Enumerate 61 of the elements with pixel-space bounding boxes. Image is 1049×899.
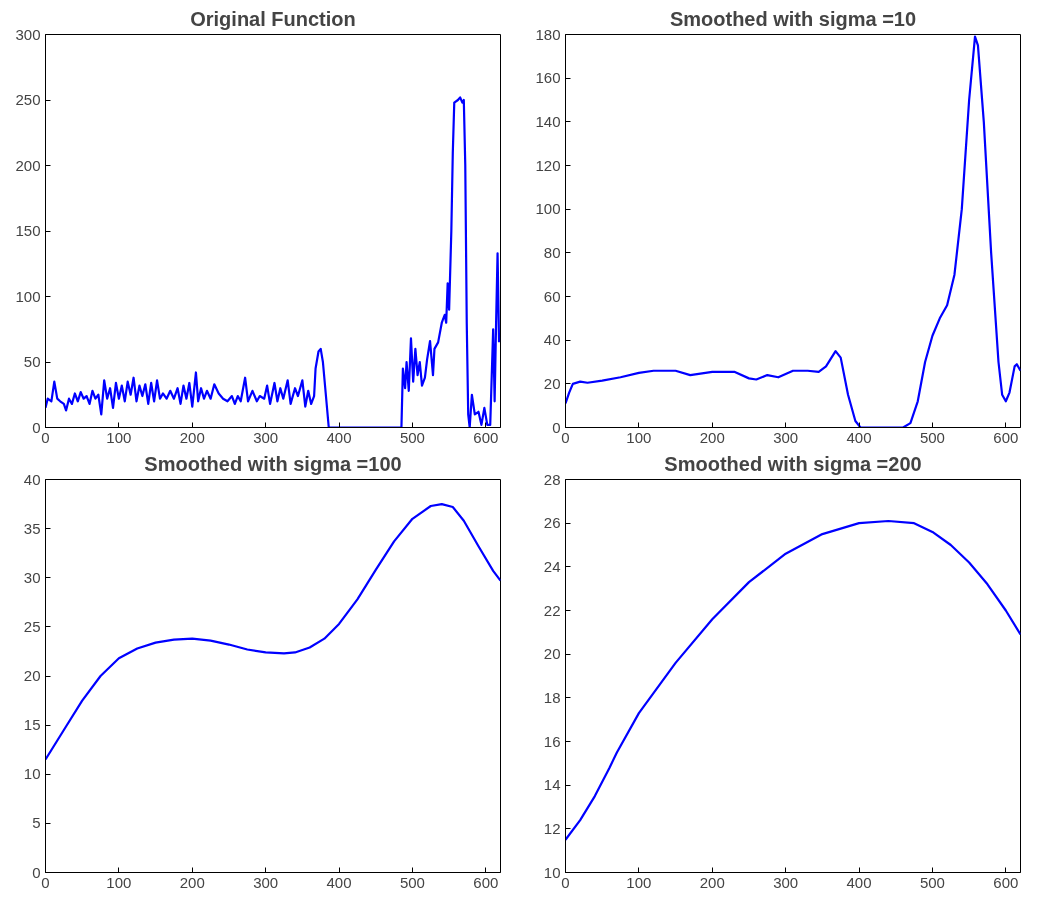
y-tick-label: 160 bbox=[535, 69, 561, 87]
y-tick-label: 20 bbox=[543, 374, 561, 392]
y-tick-label: 25 bbox=[23, 617, 41, 635]
y-tick-label: 40 bbox=[543, 331, 561, 349]
chart-title: Smoothed with sigma =100 bbox=[144, 452, 402, 475]
y-tick-label: 12 bbox=[543, 819, 561, 837]
chart-title: Original Function bbox=[190, 7, 356, 30]
y-tick-label: 40 bbox=[23, 470, 41, 488]
y-tick-label: 180 bbox=[535, 25, 561, 43]
x-tick-label: 100 bbox=[106, 428, 132, 446]
y-tick-label: 15 bbox=[23, 716, 41, 734]
x-tick-label: 300 bbox=[773, 428, 799, 446]
y-tick-label: 10 bbox=[543, 863, 561, 881]
x-tick-label: 400 bbox=[846, 428, 872, 446]
y-tick-label: 24 bbox=[543, 557, 561, 575]
y-tick-label: 20 bbox=[23, 667, 41, 684]
chart-title: Smoothed with sigma =10 bbox=[669, 7, 917, 30]
x-tick-label: 200 bbox=[179, 873, 205, 891]
x-tick-label: 300 bbox=[253, 428, 279, 446]
x-tick-label: 500 bbox=[919, 873, 945, 891]
x-tick-label: 600 bbox=[473, 873, 499, 891]
y-tick-label: 300 bbox=[15, 25, 41, 43]
chart-title: Smoothed with sigma =200 bbox=[664, 452, 922, 475]
y-tick-label: 120 bbox=[535, 156, 561, 174]
x-tick-label: 400 bbox=[326, 873, 352, 891]
x-tick-label: 400 bbox=[326, 428, 352, 446]
y-tick-label: 28 bbox=[543, 470, 561, 488]
x-tick-label: 600 bbox=[993, 873, 1019, 891]
y-tick-label: 26 bbox=[543, 514, 561, 532]
y-tick-label: 250 bbox=[15, 91, 41, 108]
y-tick-label: 14 bbox=[543, 776, 561, 794]
y-tick-label: 140 bbox=[535, 112, 561, 130]
x-tick-label: 100 bbox=[626, 873, 652, 891]
y-tick-label: 50 bbox=[23, 353, 41, 370]
x-tick-label: 600 bbox=[473, 428, 499, 446]
x-tick-label: 300 bbox=[773, 873, 799, 891]
y-tick-label: 30 bbox=[23, 568, 41, 586]
y-tick-label: 80 bbox=[543, 243, 561, 261]
y-tick-label: 5 bbox=[32, 814, 41, 832]
x-tick-label: 100 bbox=[626, 428, 652, 446]
x-tick-label: 500 bbox=[399, 428, 425, 446]
y-tick-label: 22 bbox=[543, 601, 561, 619]
y-tick-label: 18 bbox=[543, 688, 561, 706]
y-tick-label: 100 bbox=[15, 287, 41, 305]
x-tick-label: 200 bbox=[179, 428, 205, 446]
y-tick-label: 35 bbox=[23, 519, 41, 537]
x-tick-label: 500 bbox=[399, 873, 425, 891]
y-tick-label: 16 bbox=[543, 732, 561, 750]
y-tick-label: 150 bbox=[15, 222, 41, 239]
x-tick-label: 300 bbox=[253, 873, 279, 891]
x-tick-label: 500 bbox=[919, 428, 945, 446]
x-tick-label: 400 bbox=[846, 873, 872, 891]
x-tick-label: 200 bbox=[699, 873, 725, 891]
y-tick-label: 100 bbox=[535, 200, 561, 218]
y-tick-label: 200 bbox=[15, 156, 41, 174]
y-tick-label: 60 bbox=[543, 287, 561, 305]
x-tick-label: 100 bbox=[106, 873, 132, 891]
x-tick-label: 600 bbox=[993, 428, 1019, 446]
y-tick-label: 20 bbox=[543, 645, 561, 663]
y-tick-label: 10 bbox=[23, 765, 41, 783]
x-tick-label: 200 bbox=[699, 428, 725, 446]
